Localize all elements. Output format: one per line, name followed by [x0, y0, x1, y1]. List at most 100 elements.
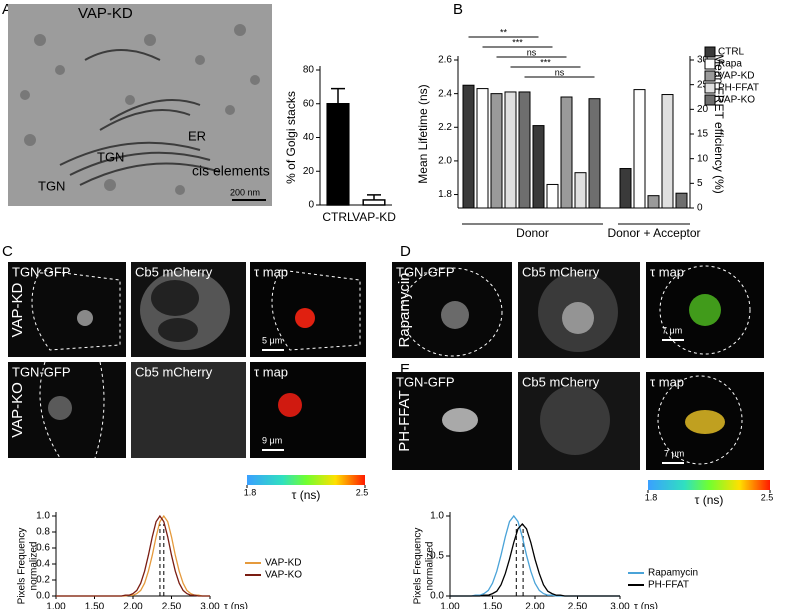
channel-label: τ map [254, 364, 288, 379]
bar [633, 89, 646, 209]
y-tick-label: 5 [697, 178, 703, 189]
channel-label: Cb5 mCherry [135, 364, 213, 379]
significance-label: *** [512, 37, 523, 47]
x-tick-label: 3.00 [610, 602, 630, 609]
colorbar-label: τ (ns) [292, 488, 321, 502]
y-tick-label: 0 [308, 200, 314, 211]
y-tick-label: 10 [697, 153, 709, 164]
y-tick-label: 2.4 [438, 88, 452, 99]
legend-swatch [704, 94, 716, 106]
micrograph-panel [8, 262, 366, 459]
y-tick-label: 60 [303, 98, 315, 109]
bar [560, 96, 573, 209]
scale-bar: 200 nm [230, 187, 260, 197]
series-line [56, 514, 210, 597]
channel-label: TGN-GFP [396, 264, 455, 279]
x-tick-label: VAP-KD [352, 210, 396, 224]
colorbar-tick-label: 1.8 [645, 492, 658, 502]
y-tick-label: 30 [697, 55, 709, 66]
em-title: VAP-KD [78, 5, 133, 22]
significance-label: ** [500, 27, 508, 37]
row-label: PH-FFAT [396, 390, 413, 451]
x-axis-label: τ (ns) [634, 602, 658, 609]
colorbar-tick-label: 2.5 [356, 487, 369, 497]
significance-label: ns [555, 67, 565, 77]
scale-bar: 5 μm [262, 335, 282, 345]
channel-label: τ map [254, 264, 288, 279]
y-tick-label: 0.5 [430, 551, 444, 562]
y-tick-label: 2.6 [438, 55, 452, 66]
y-tick-label: 0.0 [430, 591, 444, 602]
panel-label: D [400, 243, 411, 260]
x-tick-label: CTRL [322, 210, 354, 224]
y-axis-label: % of Golgi stacks [284, 91, 298, 184]
y-tick-label: 0.4 [36, 559, 50, 570]
legend-label: Rapa [718, 59, 742, 70]
em-image: VAP-KD TGN TGN ER cis elements 200 nm [8, 4, 272, 206]
bar [518, 91, 531, 209]
panel-label: A [2, 1, 12, 18]
colorbar-tick-label: 2.5 [761, 492, 774, 502]
y-tick-label: 2.0 [438, 156, 452, 167]
colorbar-label: τ (ns) [695, 493, 724, 507]
scale-bar: 7 μm [662, 325, 682, 335]
bar [675, 192, 688, 209]
y-axis-label: Mean Lifetime (ns) [416, 84, 430, 183]
x-tick-label: 2.00 [123, 602, 143, 609]
bar [326, 103, 350, 206]
bar [588, 98, 601, 209]
colorbar [648, 480, 770, 490]
series-line [450, 523, 620, 597]
error-bar [367, 194, 381, 200]
channel-label: τ map [650, 374, 684, 389]
legend-label: PH-FFAT [648, 580, 689, 591]
y-tick-label: 40 [303, 132, 315, 143]
legend-label: VAP-KO [718, 95, 755, 106]
legend-swatch [704, 58, 716, 70]
y-axis-label: Pixels Frequency [413, 528, 424, 605]
y-tick-label: 0.2 [36, 575, 50, 586]
em-label: TGN [97, 149, 124, 164]
y-tick-label: 0.8 [36, 527, 50, 538]
bar [490, 93, 503, 209]
group-label: Donor + Acceptor [607, 226, 700, 240]
significance-label: ns [527, 47, 537, 57]
scale-bar: 9 μm [262, 435, 282, 445]
channel-label: Cb5 mCherry [522, 264, 600, 279]
x-tick-label: 2.50 [162, 602, 182, 609]
bar [546, 183, 559, 209]
y-tick-label: 0.6 [36, 543, 50, 554]
legend-label: VAP-KD [265, 558, 302, 569]
row-label: VAP-KD [9, 282, 26, 337]
channel-label: Cb5 mCherry [522, 374, 600, 389]
legend-label: VAP-KO [265, 570, 302, 581]
x-axis-label: τ (ns) [224, 602, 248, 609]
bar [476, 88, 489, 209]
y-tick-label: 20 [697, 104, 709, 115]
legend-label: PH-FFAT [718, 83, 759, 94]
legend-label: Rapamycin [648, 568, 698, 579]
significance-label: *** [540, 57, 551, 67]
legend-label: VAP-KD [718, 71, 755, 82]
bar [362, 199, 386, 206]
x-tick-label: 2.00 [525, 602, 545, 609]
x-tick-label: 2.50 [568, 602, 588, 609]
y-axis-label: normalized [29, 542, 40, 591]
micrograph-panel [392, 262, 764, 470]
y-tick-label: 15 [697, 129, 709, 140]
series-line [56, 514, 210, 597]
em-label: TGN [38, 178, 65, 193]
y-tick-label: 25 [697, 79, 709, 90]
colorbar [247, 475, 365, 485]
x-tick-label: 1.00 [46, 602, 66, 609]
panel-label: E [400, 361, 410, 378]
bar [504, 91, 517, 209]
group-label: Donor [516, 226, 549, 240]
legend-label: CTRL [718, 47, 745, 58]
y-tick-label: 0.0 [36, 591, 50, 602]
channel-label: TGN-GFP [12, 264, 71, 279]
panel-label: B [453, 1, 463, 18]
channel-label: TGN-GFP [12, 364, 71, 379]
em-label: cis elements [192, 163, 270, 179]
